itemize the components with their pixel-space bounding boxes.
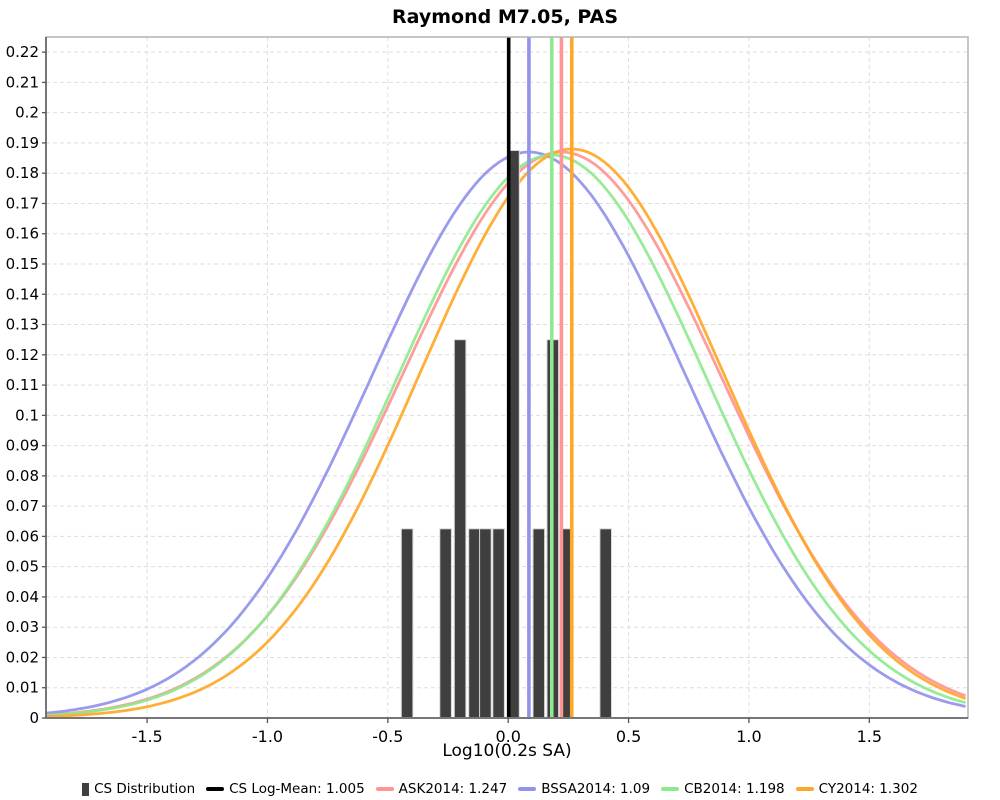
legend-item: CB2014: 1.198 xyxy=(661,781,785,797)
histogram-bar xyxy=(492,528,505,719)
histogram-bars xyxy=(400,150,613,719)
y-tick-label: 0.22 xyxy=(6,43,39,61)
axis-frame xyxy=(45,36,969,719)
histogram-bar xyxy=(439,528,452,719)
legend-item: CS Log-Mean: 1.005 xyxy=(206,781,365,797)
x-tick-label: -1.5 xyxy=(131,727,162,746)
y-tick-label: 0.04 xyxy=(6,588,39,606)
plot-area: -1.5 -1.0 -0.5 0.0 0.5 1.0 1.5 0 0.01 0.02 0.03 0.0… xyxy=(6,36,969,746)
curve-BSSA2014 xyxy=(45,150,966,715)
curve-ASK2014 xyxy=(45,150,967,717)
y-tick-label: 0.14 xyxy=(6,285,39,303)
y-tick-label: 0.05 xyxy=(6,558,39,576)
legend-label: BSSA2014: 1.09 xyxy=(541,781,651,797)
curve-CB2014 xyxy=(45,153,966,717)
legend-line-marker-icon xyxy=(795,787,814,791)
legend-label: CS Distribution xyxy=(94,781,196,797)
legend-item: CS Distribution xyxy=(82,781,195,797)
legend-label: CY2014: 1.302 xyxy=(818,781,918,797)
chart-title: Raymond M7.05, PAS xyxy=(392,6,618,28)
histogram-bar xyxy=(479,528,492,719)
y-tick-label: 0.17 xyxy=(6,194,39,212)
legend-bar-marker-icon xyxy=(82,782,90,796)
y-tick-label: 0.21 xyxy=(6,73,39,91)
model-vlines xyxy=(527,37,574,718)
x-tick-label: -1.0 xyxy=(252,727,283,746)
legend-item: BSSA2014: 1.09 xyxy=(518,781,650,797)
legend-item: ASK2014: 1.247 xyxy=(375,781,508,797)
legend-line-marker-icon xyxy=(206,787,225,791)
y-tick-label: 0.13 xyxy=(6,316,39,334)
x-tick-label: -0.5 xyxy=(372,727,403,746)
histogram-bar xyxy=(453,339,467,719)
curve-CY2014 xyxy=(45,147,967,718)
y-tick-label: 0.18 xyxy=(6,164,39,182)
axis-ticks: -1.5 -1.0 -0.5 0.0 0.5 1.0 1.5 0 0.01 0.02 0.03 0.0… xyxy=(6,43,882,746)
y-tick-label: 0.06 xyxy=(6,527,39,545)
y-tick-label: 0.01 xyxy=(6,679,39,697)
y-tick-label: 0.07 xyxy=(6,497,39,515)
legend-line-marker-icon xyxy=(375,787,394,791)
legend-label: CB2014: 1.198 xyxy=(684,781,785,797)
y-tick-label: 0.15 xyxy=(6,255,39,273)
histogram-bar xyxy=(400,528,414,719)
y-tick-label: 0.1 xyxy=(15,406,39,424)
legend-label: CS Log-Mean: 1.005 xyxy=(229,781,365,797)
y-tick-label: 0.03 xyxy=(6,618,39,636)
y-tick-label: 0.19 xyxy=(6,134,39,152)
x-tick-label: 0.5 xyxy=(616,727,641,746)
legend-label: ASK2014: 1.247 xyxy=(398,781,508,797)
legend-line-marker-icon xyxy=(661,787,680,791)
x-tick-label: 1.5 xyxy=(857,727,882,746)
y-tick-label: 0.08 xyxy=(6,467,39,485)
histogram-bar xyxy=(532,528,546,719)
x-tick-label: 0.0 xyxy=(495,727,520,746)
legend-line-marker-icon xyxy=(518,787,537,791)
y-tick-label: 0.12 xyxy=(6,346,39,364)
y-tick-label: 0.16 xyxy=(6,225,39,243)
histogram-bar xyxy=(599,528,613,719)
chart-legend: CS Distribution CS Log-Mean: 1.005 ASK2014… xyxy=(0,781,1000,797)
x-tick-label: 1.0 xyxy=(736,727,761,746)
y-tick-label: 0.09 xyxy=(6,437,39,455)
y-tick-label: 0 xyxy=(29,709,39,727)
legend-item: CY2014: 1.302 xyxy=(795,781,918,797)
y-tick-label: 0.11 xyxy=(6,376,39,394)
x-axis-label: Log10(0.2s SA) xyxy=(442,741,571,761)
gaussian-curves xyxy=(45,147,967,718)
y-tick-label: 0.02 xyxy=(6,648,39,666)
y-tick-label: 0.2 xyxy=(15,104,39,122)
chart-svg: Raymond M7.05, PAS -1.5 -1.0 -0.5 0.0 0.5 1.0… xyxy=(6,6,969,761)
histogram-bar xyxy=(468,528,481,719)
